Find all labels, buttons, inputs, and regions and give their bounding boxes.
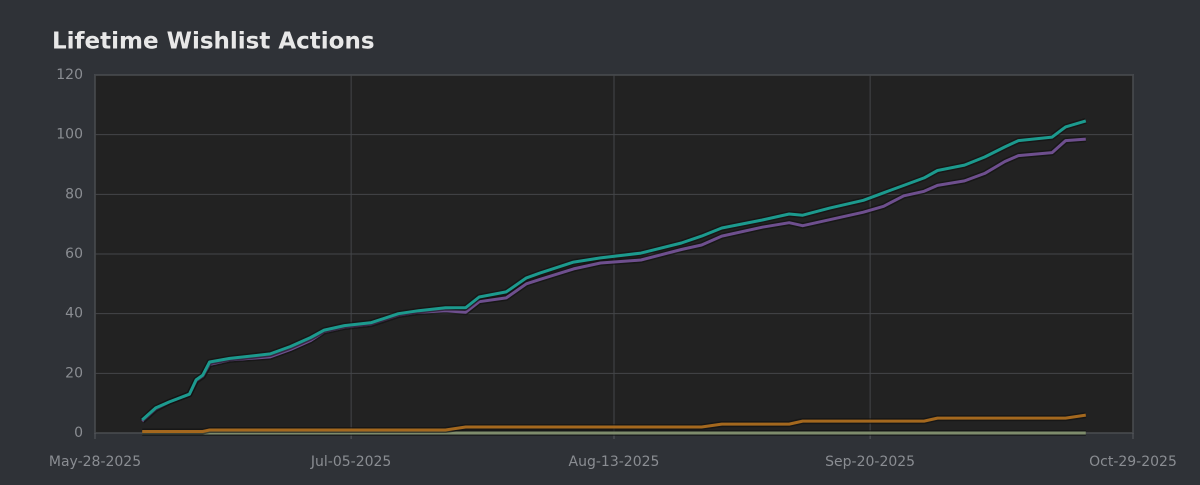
y-tick-label: 40 bbox=[65, 306, 83, 322]
x-tick-label: Jul-05-2025 bbox=[310, 454, 391, 470]
x-tick-label: Sep-20-2025 bbox=[825, 454, 915, 470]
y-tick-label: 20 bbox=[65, 365, 83, 381]
y-tick-label: 80 bbox=[65, 186, 83, 202]
y-tick-label: 60 bbox=[65, 246, 83, 262]
y-tick-label: 0 bbox=[74, 425, 83, 441]
y-tick-label: 100 bbox=[56, 127, 83, 143]
y-tick-label: 120 bbox=[56, 67, 83, 83]
chart-title: Lifetime Wishlist Actions bbox=[52, 29, 375, 55]
series-line bbox=[141, 119, 1087, 422]
x-tick-label: Aug-13-2025 bbox=[569, 454, 660, 470]
x-tick-label: May-28-2025 bbox=[49, 454, 141, 470]
x-tick-label: Oct-29-2025 bbox=[1089, 454, 1177, 470]
series-line bbox=[142, 413, 1087, 433]
